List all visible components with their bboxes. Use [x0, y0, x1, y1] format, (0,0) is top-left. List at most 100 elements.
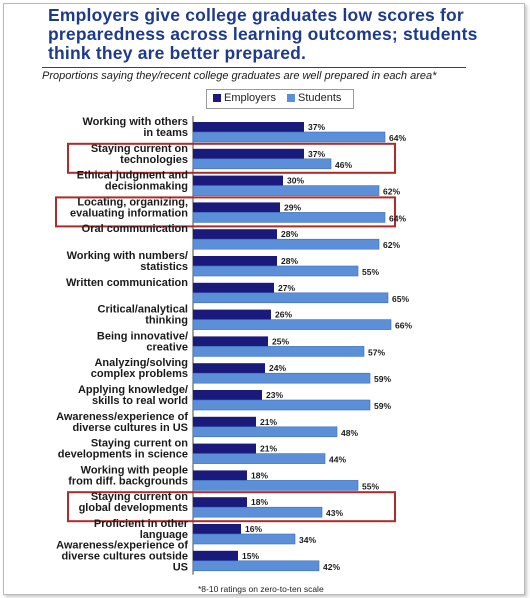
highlight-box	[67, 142, 396, 174]
value-label-students: 46%	[335, 160, 352, 170]
category-label: Working with numbers/	[67, 250, 188, 262]
value-label-students: 43%	[326, 508, 343, 518]
category-label: US	[173, 561, 188, 573]
category-label: thinking	[145, 315, 188, 327]
bar-employers	[193, 202, 280, 213]
category-label: Awareness/experience of	[56, 539, 188, 551]
value-label-employers: 29%	[284, 202, 301, 212]
category-label: Awareness/experience of	[56, 411, 188, 423]
bar-students	[192, 292, 389, 304]
value-label-employers: 15%	[242, 551, 259, 561]
category-label: Working with others	[82, 116, 188, 128]
bar-students	[192, 158, 332, 170]
value-label-employers: 16%	[245, 524, 262, 534]
bar-employers	[193, 309, 271, 320]
title-rule	[42, 67, 466, 68]
category-label: Working with people	[81, 464, 188, 476]
value-label-employers: 30%	[287, 176, 304, 186]
chart-subtitle: Proportions saying they/recent college g…	[42, 70, 437, 82]
value-label-students: 62%	[383, 187, 400, 197]
category-label: skills to real world	[92, 395, 188, 407]
value-label-students: 66%	[395, 321, 412, 331]
bar-employers	[193, 148, 304, 159]
legend-label-employers: Employers	[224, 92, 276, 104]
value-label-employers: 18%	[251, 470, 268, 480]
category-label: Staying current on	[91, 438, 188, 450]
category-label: evaluating information	[70, 207, 188, 219]
bar-employers	[193, 524, 241, 534]
bar-employers	[193, 470, 247, 481]
value-label-students: 44%	[329, 455, 346, 465]
bar-students	[192, 265, 359, 277]
category-label: Written communication	[66, 277, 188, 289]
bar-employers	[193, 336, 268, 347]
category-label: Oral communication	[82, 223, 189, 235]
legend-item-employers: Employers	[213, 92, 276, 104]
bar-students	[192, 372, 371, 384]
value-label-employers: 28%	[281, 229, 298, 239]
category-label: global developments	[79, 502, 188, 514]
value-label-students: 34%	[299, 535, 316, 545]
value-label-employers: 26%	[275, 310, 292, 320]
value-label-employers: 28%	[281, 256, 298, 266]
bar-students	[192, 346, 365, 357]
footnote: *8-10 ratings on zero-to-ten scale	[198, 584, 324, 594]
bar-students	[192, 480, 359, 491]
category-label: in teams	[143, 127, 188, 139]
bar-employers	[193, 497, 247, 508]
value-label-employers: 27%	[278, 283, 295, 293]
value-label-employers: 37%	[308, 122, 325, 132]
value-label-employers: 25%	[272, 336, 289, 346]
value-label-students: 59%	[374, 374, 391, 384]
legend-swatch-students	[287, 94, 295, 102]
bar-students	[192, 238, 380, 250]
bar-students	[192, 131, 386, 143]
value-label-students: 64%	[389, 133, 406, 143]
bar-students	[192, 185, 380, 196]
category-label: developments in science	[58, 449, 188, 461]
chart-title: Employers give college graduates low sco…	[48, 5, 478, 63]
value-label-students: 48%	[341, 428, 358, 438]
bar-students	[192, 560, 320, 572]
category-label: from diff. backgrounds	[68, 475, 188, 487]
bar-employers	[193, 416, 256, 427]
bar-students	[192, 319, 392, 330]
bar-employers	[193, 175, 283, 186]
value-label-students: 55%	[362, 481, 379, 491]
highlight-box	[55, 196, 396, 228]
bar-employers	[193, 282, 274, 293]
category-label: Critical/analytical	[98, 304, 189, 316]
category-label: Ethical judgment and	[77, 170, 188, 182]
bar-students	[192, 533, 296, 545]
category-label: Analyzing/solving	[94, 357, 188, 369]
value-label-students: 42%	[323, 562, 340, 572]
category-label: Locating, organizing,	[77, 196, 188, 208]
bar-employers	[193, 122, 304, 132]
legend-label-students: Students	[298, 92, 342, 104]
bar-employers	[193, 550, 238, 561]
value-label-students: 65%	[392, 294, 409, 304]
value-label-employers: 21%	[260, 417, 277, 427]
category-label: decisionmaking	[105, 181, 188, 193]
category-label: complex problems	[91, 368, 188, 380]
value-label-employers: 21%	[260, 444, 277, 454]
value-label-employers: 23%	[266, 390, 283, 400]
value-label-students: 55%	[362, 267, 379, 277]
value-label-employers: 18%	[251, 497, 268, 507]
legend-item-students: Students	[287, 92, 341, 104]
value-label-employers: 24%	[269, 363, 286, 373]
value-label-students: 64%	[389, 213, 406, 223]
category-label: creative	[146, 341, 188, 353]
category-label: diverse cultures in US	[72, 422, 188, 434]
value-label-employers: 37%	[308, 149, 325, 159]
bar-employers	[193, 443, 256, 454]
bar-students	[192, 399, 371, 411]
bar-employers	[193, 256, 277, 266]
category-label: Staying current on	[91, 143, 188, 155]
value-label-students: 59%	[374, 401, 391, 411]
bar-employers	[193, 390, 262, 400]
bar-employers	[193, 363, 265, 374]
value-label-students: 62%	[383, 240, 400, 250]
category-label: Proficient in other	[94, 518, 189, 530]
